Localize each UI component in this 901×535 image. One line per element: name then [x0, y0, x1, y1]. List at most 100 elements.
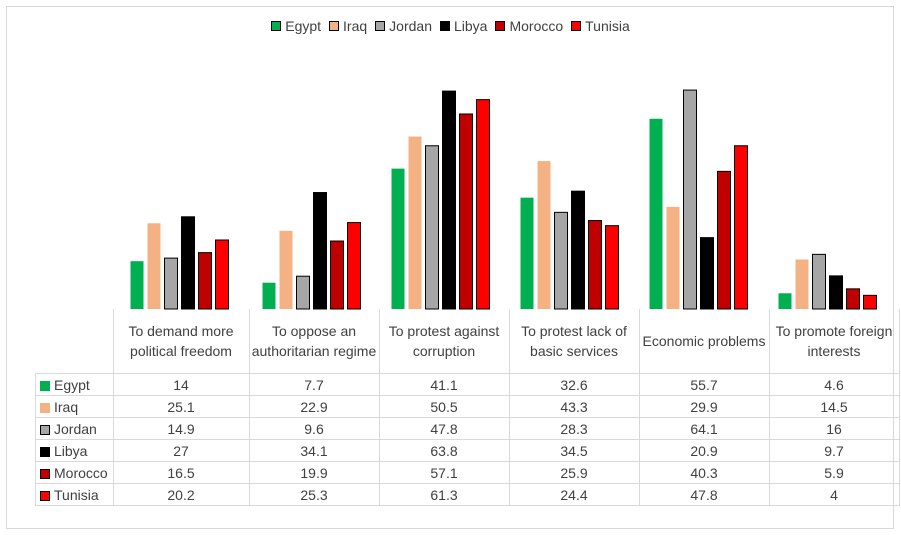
bar-tunisia-3 [476, 99, 490, 310]
legend-item-libya: Libya [439, 18, 488, 34]
legend-item-tunisia: Tunisia [571, 18, 630, 34]
bar-tunisia-1 [215, 239, 229, 310]
bar-iraq-6 [795, 259, 809, 309]
bar-tunisia-4 [605, 225, 619, 310]
bar-iraq-1 [147, 223, 161, 309]
category-label-4: To protest lack of basic services [508, 309, 640, 374]
cell-tunisia-1: 20.2 [112, 483, 250, 506]
legend-label-tunisia: Tunisia [585, 18, 630, 34]
legend-item-morocco: Morocco [495, 18, 563, 34]
cell-libya-2: 34.1 [248, 439, 380, 462]
row-label-iraq: Iraq [54, 398, 79, 415]
cell-tunisia-3: 61.3 [378, 483, 510, 506]
bar-jordan-3 [425, 145, 439, 310]
legend-item-jordan: Jordan [375, 18, 432, 34]
legend-swatch-libya [439, 21, 450, 31]
chart-frame [6, 6, 894, 529]
cell-morocco-1: 16.5 [112, 461, 250, 484]
cell-libya-4: 34.5 [508, 439, 640, 462]
cell-morocco-6: 5.9 [768, 461, 900, 484]
table-row-morocco: Morocco 16.5 19.9 57.1 25.9 40.3 5.9 [35, 461, 900, 484]
row-header-jordan: Jordan [35, 417, 114, 440]
bar-jordan-4 [554, 211, 568, 310]
bar-jordan-6 [812, 253, 826, 310]
row-label-jordan: Jordan [54, 420, 97, 437]
bar-egypt-5 [649, 118, 663, 309]
category-label-3: To protest against corruption [378, 309, 510, 374]
bar-tunisia-2 [347, 222, 361, 310]
bar-libya-3 [442, 90, 456, 310]
bar-morocco-3 [459, 113, 473, 310]
cell-libya-1: 27 [112, 439, 250, 462]
category-label-6: To promote foreign interests [768, 309, 900, 374]
table-header-row: To demand more political freedom To oppos… [35, 309, 900, 374]
bar-morocco-1 [198, 252, 212, 310]
table-row-tunisia: Tunisia 20.2 25.3 61.3 24.4 47.8 4 [35, 483, 900, 506]
cell-iraq-6: 14.5 [768, 395, 900, 418]
legend-swatch-egypt [271, 21, 282, 31]
row-label-egypt: Egypt [54, 376, 90, 393]
row-swatch-jordan [40, 424, 50, 435]
cell-libya-5: 20.9 [638, 439, 770, 462]
category-label-5: Economic problems [638, 309, 770, 374]
cell-jordan-4: 28.3 [508, 417, 640, 440]
bar-morocco-4 [588, 220, 602, 310]
bar-iraq-4 [537, 161, 551, 309]
legend-item-egypt: Egypt [271, 18, 321, 34]
legend-label-morocco: Morocco [509, 18, 564, 34]
row-header-tunisia: Tunisia [35, 483, 114, 506]
bar-iraq-3 [408, 136, 422, 309]
row-swatch-morocco [40, 468, 50, 479]
bar-iraq-2 [279, 230, 293, 309]
bar-morocco-2 [330, 240, 344, 310]
row-label-morocco: Morocco [54, 464, 108, 481]
table-row-egypt: Egypt 14 7.7 41.1 32.6 55.7 4.6 [35, 373, 900, 396]
legend-label-libya: Libya [453, 18, 488, 34]
cell-tunisia-4: 24.4 [508, 483, 640, 506]
row-label-libya: Libya [54, 442, 88, 459]
cell-jordan-6: 16 [768, 417, 900, 440]
bar-morocco-6 [846, 288, 860, 310]
legend-label-jordan: Jordan [389, 18, 432, 34]
row-header-egypt: Egypt [35, 373, 114, 396]
bar-libya-5 [700, 237, 714, 310]
bar-egypt-2 [262, 282, 276, 309]
cell-morocco-2: 19.9 [248, 461, 380, 484]
cell-iraq-5: 29.9 [638, 395, 770, 418]
bar-libya-4 [571, 190, 585, 310]
table-row-jordan: Jordan 14.9 9.6 47.8 28.3 64.1 16 [35, 417, 900, 440]
cell-egypt-4: 32.6 [508, 373, 640, 396]
cell-egypt-6: 4.6 [768, 373, 900, 396]
cell-jordan-5: 64.1 [638, 417, 770, 440]
bar-iraq-5 [666, 206, 680, 309]
cell-jordan-1: 14.9 [112, 417, 250, 440]
legend-label-egypt: Egypt [285, 18, 322, 34]
category-label-1: To demand more political freedom [112, 309, 250, 374]
cell-iraq-1: 25.1 [112, 395, 250, 418]
cell-iraq-4: 43.3 [508, 395, 640, 418]
row-swatch-tunisia [40, 490, 50, 501]
cell-libya-3: 63.8 [378, 439, 510, 462]
bar-tunisia-6 [863, 294, 877, 310]
row-header-iraq: Iraq [35, 395, 114, 418]
row-swatch-libya [40, 446, 50, 457]
cell-jordan-3: 47.8 [378, 417, 510, 440]
cell-egypt-2: 7.7 [248, 373, 380, 396]
bar-jordan-1 [164, 257, 178, 310]
legend-label-iraq: Iraq [343, 18, 368, 34]
table-row-iraq: Iraq 25.1 22.9 50.5 43.3 29.9 14.5 [35, 395, 900, 418]
legend-swatch-iraq [329, 21, 340, 31]
bar-egypt-4 [520, 197, 534, 309]
cell-iraq-2: 22.9 [248, 395, 380, 418]
cell-egypt-5: 55.7 [638, 373, 770, 396]
chart-legend: Egypt Iraq Jordan Libya Morocco Tunisia [0, 18, 901, 34]
data-table: To demand more political freedom To oppos… [35, 309, 900, 506]
row-header-libya: Libya [35, 439, 114, 462]
bar-egypt-6 [778, 293, 792, 309]
row-header-morocco: Morocco [35, 461, 114, 484]
cell-iraq-3: 50.5 [378, 395, 510, 418]
bar-jordan-2 [296, 275, 310, 310]
bar-morocco-5 [717, 170, 731, 310]
category-label-2: To oppose an authoritarian regime [248, 309, 380, 374]
table-body: Egypt 14 7.7 41.1 32.6 55.7 4.6 Iraq 25.1 22.9 50.… [35, 373, 900, 506]
